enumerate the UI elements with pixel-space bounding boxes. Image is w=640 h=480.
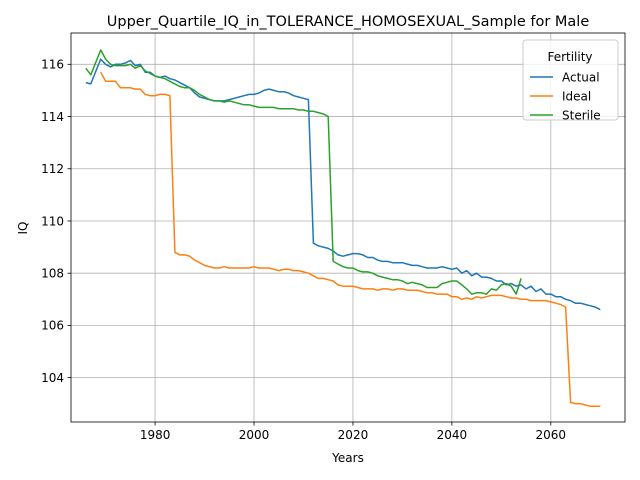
legend-title: Fertility — [547, 50, 592, 64]
y-tick-label: 104 — [41, 371, 64, 385]
y-tick-label: 108 — [41, 266, 64, 280]
plot-frame — [70, 32, 626, 423]
legend-label-ideal: Ideal — [562, 90, 591, 104]
x-tick-label: 1980 — [140, 428, 171, 442]
legend-label-actual: Actual — [562, 71, 600, 85]
series-line-actual — [85, 58, 601, 311]
legend-label-sterile: Sterile — [562, 109, 601, 123]
y-tick-label: 116 — [41, 58, 64, 72]
series-line-sterile — [85, 49, 522, 295]
series-line-ideal — [100, 71, 601, 408]
legend: Fertility Actual Ideal Sterile — [522, 39, 619, 123]
x-tick-label: 2040 — [437, 428, 468, 442]
y-tick-label: 114 — [41, 110, 64, 124]
x-tick-label: 2000 — [239, 428, 270, 442]
y-axis-label: IQ — [16, 222, 30, 235]
y-tick-label: 110 — [41, 214, 64, 228]
legend-entries: Actual Ideal Sterile — [530, 71, 601, 123]
legend-box — [522, 39, 619, 121]
y-tick-label: 112 — [41, 162, 64, 176]
x-tick-label: 2060 — [536, 428, 567, 442]
x-tick-label: 2020 — [338, 428, 369, 442]
axis-ticks: 1980 2000 2020 2040 2060 104 106 108 110 112 114 11… — [41, 58, 566, 442]
chart-title: Upper_Quartile_IQ_in_TOLERANCE_HOMOSEXUA… — [107, 14, 590, 30]
y-tick-label: 106 — [41, 319, 64, 333]
series-lines — [85, 49, 601, 408]
x-axis-label: Years — [331, 451, 364, 465]
